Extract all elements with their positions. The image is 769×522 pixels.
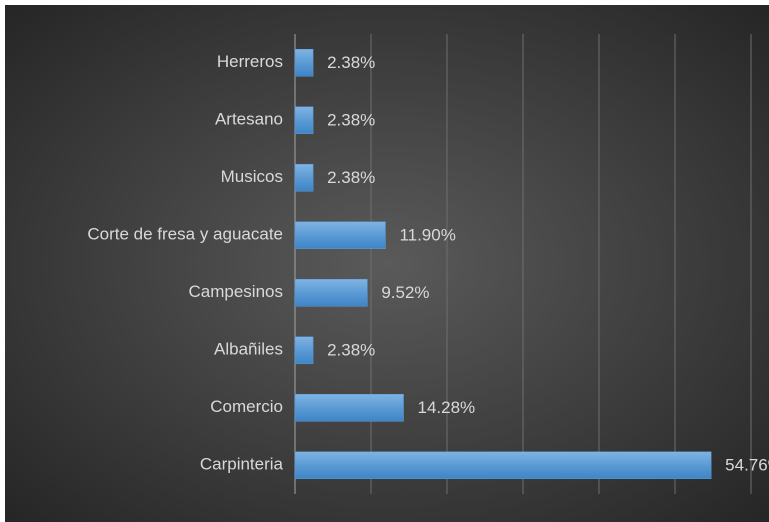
y-tick-label: Corte de fresa y aguacate	[87, 225, 283, 244]
data-label: 2.38%	[327, 168, 375, 187]
bar	[294, 106, 314, 134]
y-tick-label: Carpinteria	[200, 455, 284, 474]
bar	[294, 49, 314, 77]
y-tick-label: Albañiles	[214, 340, 283, 359]
data-label: 2.38%	[327, 53, 375, 72]
y-tick-label: Musicos	[221, 167, 283, 186]
bar	[294, 336, 314, 364]
data-label: 2.38%	[327, 111, 375, 130]
bar	[294, 164, 314, 192]
data-label: 11.90%	[399, 226, 455, 245]
bar	[294, 221, 386, 249]
bar	[294, 279, 368, 307]
bar	[294, 394, 404, 422]
bar	[294, 451, 712, 479]
data-label: 54.76%	[725, 456, 769, 475]
data-label: 14.28%	[418, 398, 476, 417]
y-tick-label: Herreros	[217, 52, 283, 71]
chart-background	[5, 5, 769, 522]
data-label: 9.52%	[381, 283, 429, 302]
y-tick-label: Artesano	[215, 110, 283, 129]
y-tick-label: Comercio	[210, 397, 283, 416]
data-label: 2.38%	[327, 341, 375, 360]
y-tick-label: Campesinos	[189, 282, 284, 301]
